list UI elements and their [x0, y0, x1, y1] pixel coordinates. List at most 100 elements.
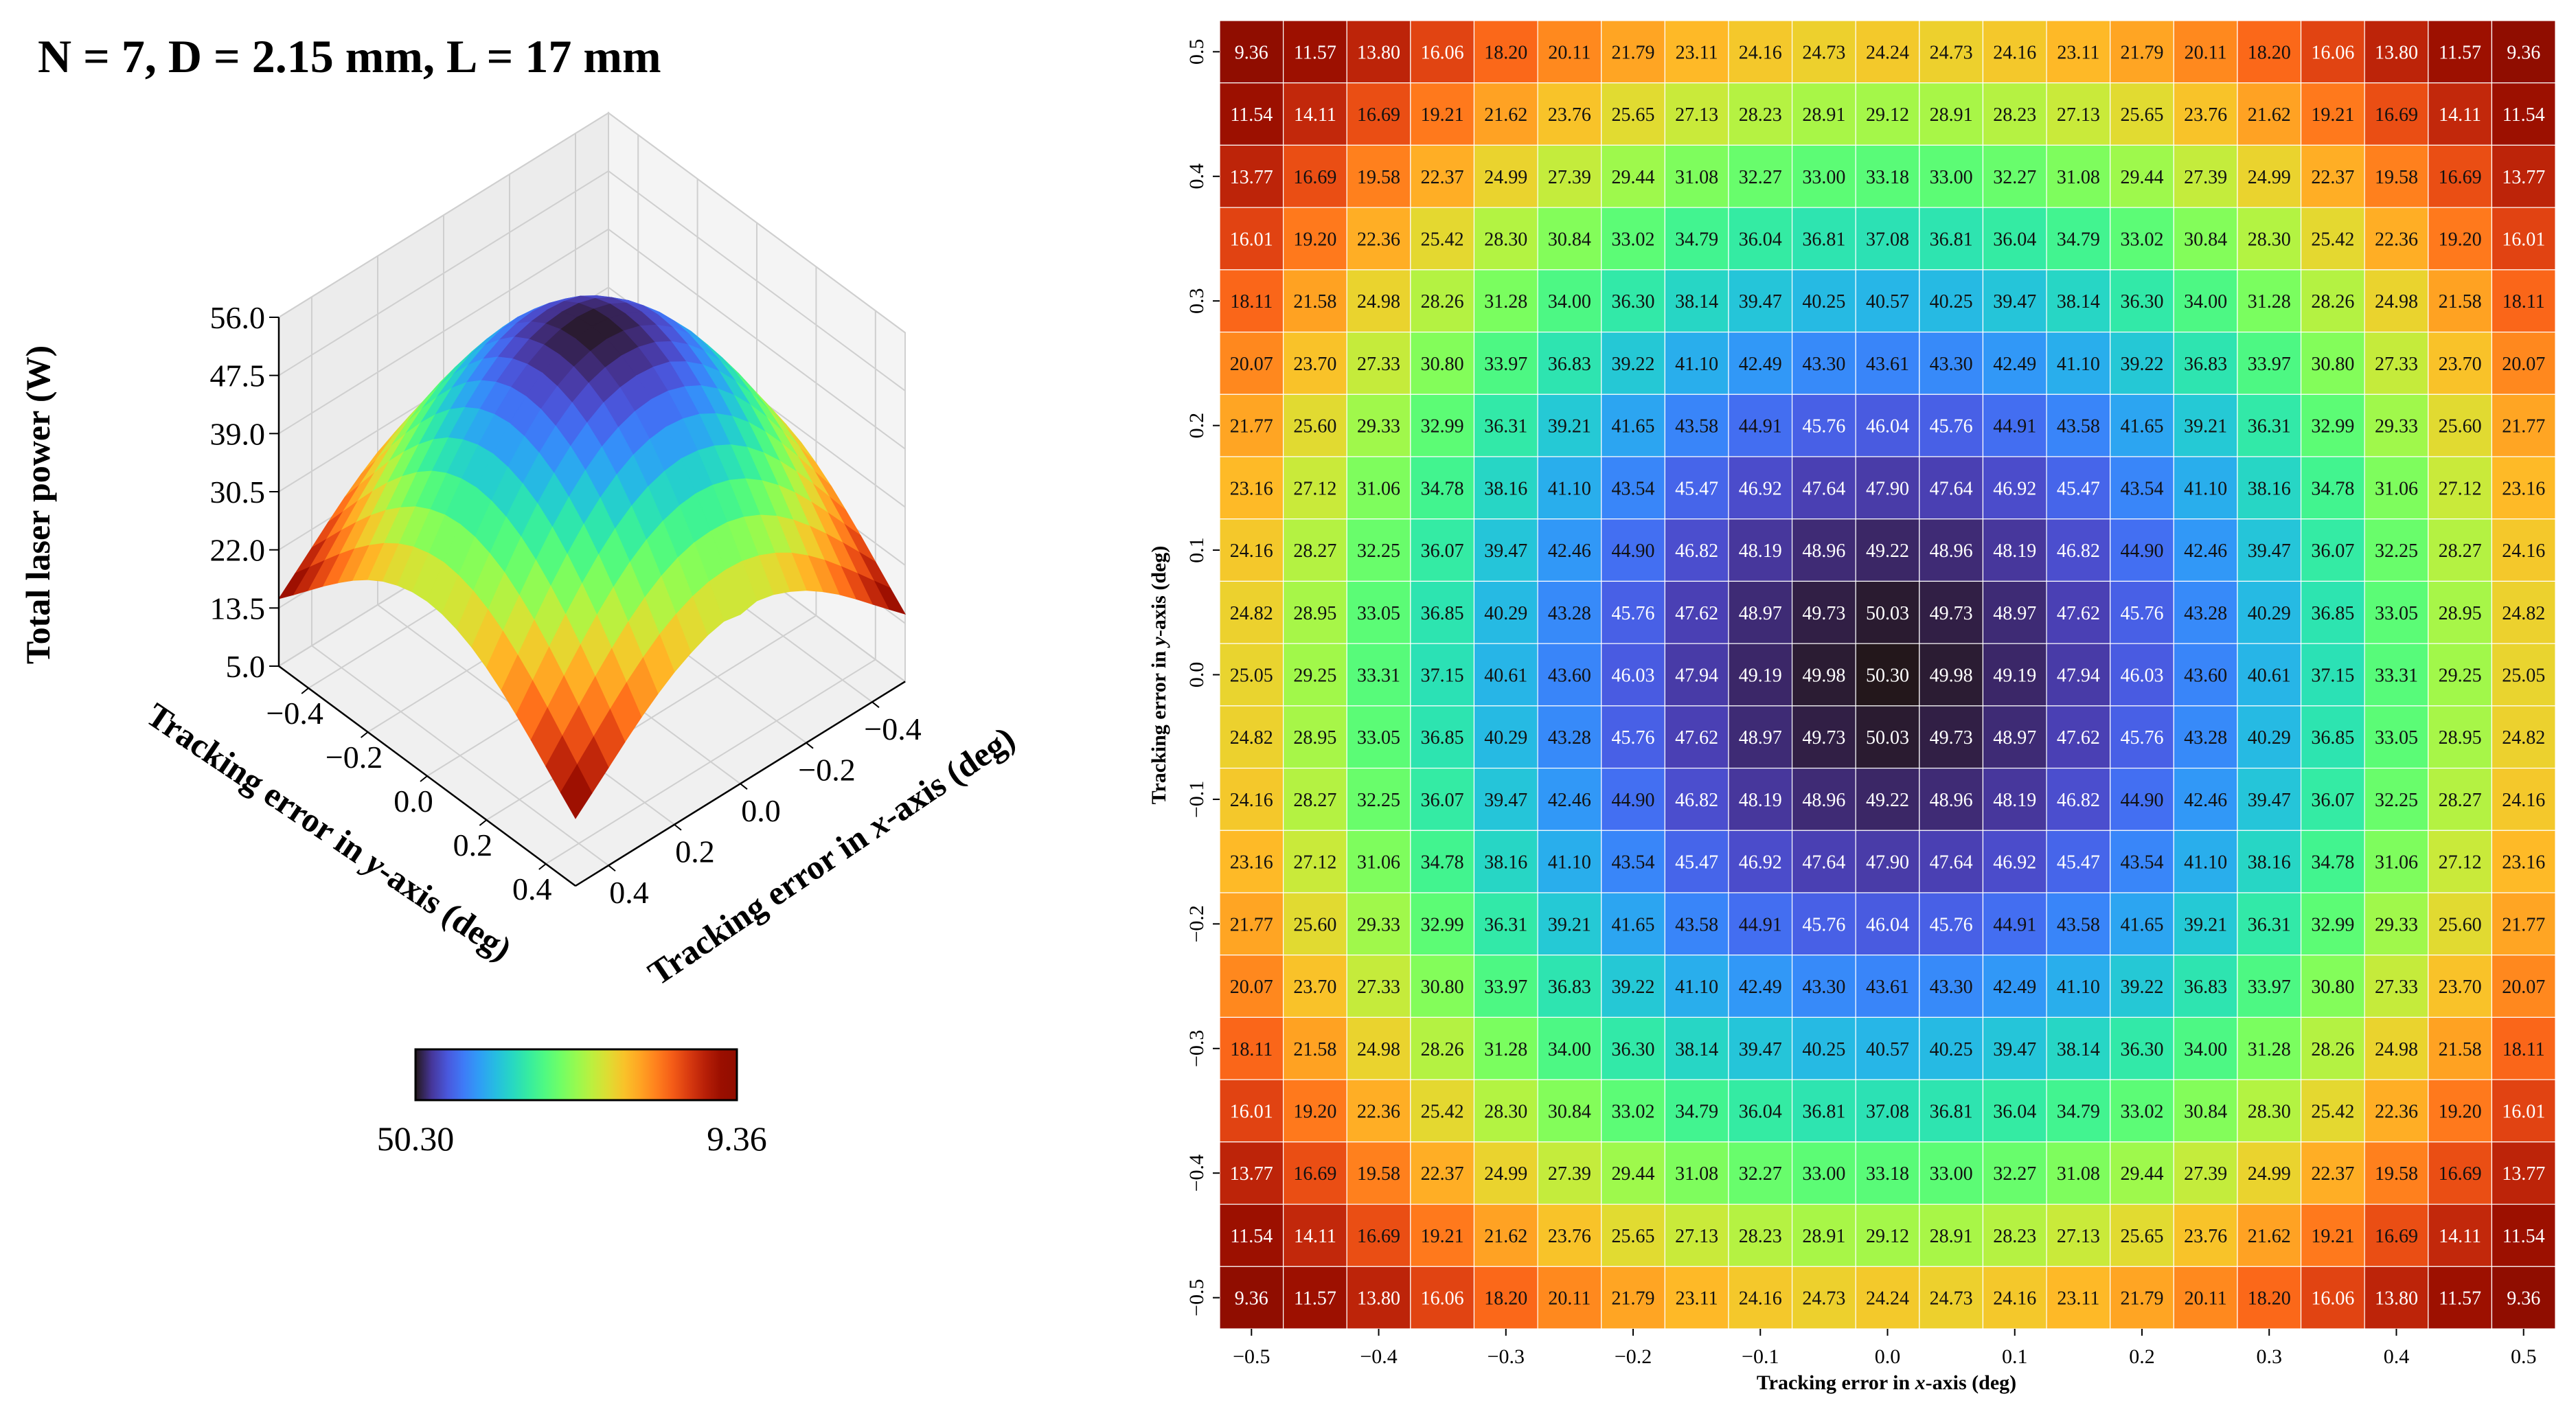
heatmap-cell-label: 16.69 — [1357, 1226, 1400, 1247]
heatmap-cell — [1537, 955, 1602, 1018]
heatmap-cell-label: 31.08 — [1675, 1163, 1718, 1185]
heatmap-cell-label: 31.08 — [2057, 1163, 2100, 1185]
heatmap-cell — [2046, 955, 2111, 1018]
heatmap-cell-label: 32.27 — [1993, 1163, 2036, 1185]
heatmap-cell — [1283, 643, 1347, 707]
heatmap-cell-label: 33.18 — [1866, 167, 1909, 188]
heatmap-cell — [1601, 767, 1665, 831]
heatmap-cell — [1410, 955, 1475, 1018]
surface-x-tick — [871, 701, 880, 708]
heatmap-cell — [2046, 767, 2111, 831]
surface-x-tick-label: 0.2 — [675, 834, 715, 869]
heatmap-cell — [2173, 955, 2238, 1018]
heatmap-cell-label: 13.80 — [2375, 1288, 2418, 1310]
heatmap-cell — [1791, 456, 1856, 520]
heatmap-cell-label: 32.99 — [2311, 416, 2354, 437]
heatmap-cell-label: 28.91 — [1802, 1226, 1845, 1247]
heatmap-cell-label: 27.33 — [1357, 354, 1400, 375]
heatmap-cell-label: 30.80 — [1421, 977, 1464, 998]
heatmap-cell — [1601, 456, 1665, 520]
heatmap-cell-label: 29.44 — [2120, 167, 2163, 188]
heatmap-cell — [1728, 331, 1793, 395]
heatmap-cell — [2491, 1016, 2556, 1080]
heatmap-cell — [2173, 580, 2238, 644]
heatmap-cell — [1791, 580, 1856, 644]
heatmap-cell — [1601, 1141, 1665, 1205]
heatmap-cell-label: 43.54 — [1612, 852, 1655, 874]
heatmap-cell-label: 31.08 — [1675, 167, 1718, 188]
heatmap-cell — [1982, 393, 2047, 457]
heatmap-cell-label: 41.10 — [2184, 478, 2227, 499]
heatmap-cell — [2110, 82, 2174, 146]
heatmap-cell-label: 21.58 — [2439, 1039, 2482, 1060]
heatmap-cell — [1219, 518, 1284, 582]
heatmap-cell-label: 36.07 — [1421, 540, 1464, 562]
heatmap-cell — [1346, 144, 1411, 208]
heatmap-cell — [2110, 955, 2174, 1018]
heatmap-cell — [2237, 830, 2302, 893]
heatmap-cell — [1537, 1079, 1602, 1143]
heatmap-cell — [1728, 269, 1793, 333]
heatmap-cell — [1664, 1266, 1729, 1330]
heatmap-cell-label: 36.83 — [1548, 354, 1591, 375]
heatmap-cell-label: 34.78 — [2311, 478, 2354, 499]
heatmap-cell — [1982, 331, 2047, 395]
heatmap-x-tick-label: 0.2 — [2129, 1345, 2155, 1368]
heatmap-y-tick-label: 0.0 — [1185, 662, 1208, 688]
surface-y-tick-label: 0.0 — [394, 784, 433, 819]
heatmap-cell-label: 45.76 — [1612, 603, 1655, 624]
heatmap-cell-label: 24.98 — [1357, 291, 1400, 312]
heatmap-cell — [1982, 830, 2047, 893]
heatmap-cell-label: 28.95 — [1293, 603, 1336, 624]
heatmap-cell-label: 19.58 — [2375, 1163, 2418, 1185]
heatmap-cell — [1283, 393, 1347, 457]
heatmap-cell-label: 33.00 — [1802, 167, 1845, 188]
heatmap-cell-label: 21.79 — [1612, 42, 1655, 63]
heatmap-x-tick-label: −0.3 — [1488, 1345, 1525, 1368]
heatmap-cell-label: 20.11 — [1548, 42, 1591, 63]
heatmap-y-tick-label: 0.4 — [1185, 163, 1208, 190]
heatmap-cell — [2300, 767, 2365, 831]
heatmap-cell — [2110, 892, 2174, 956]
heatmap-cell-label: 24.99 — [1484, 167, 1527, 188]
heatmap-cell — [2237, 892, 2302, 956]
heatmap-x-tick-label: 0.5 — [2511, 1345, 2537, 1368]
heatmap-cell-label: 16.69 — [1357, 104, 1400, 126]
heatmap-x-tick-label: −0.4 — [1360, 1345, 1397, 1368]
heatmap-cell — [1410, 1266, 1475, 1330]
heatmap-cell-label: 24.99 — [2248, 1163, 2291, 1185]
heatmap-cell-label: 38.14 — [1675, 291, 1718, 312]
heatmap-cell — [1728, 207, 1793, 271]
heatmap-cell-label: 33.00 — [1930, 167, 1973, 188]
heatmap-cell-label: 11.54 — [2503, 104, 2545, 126]
heatmap-cell-label: 31.06 — [1357, 852, 1400, 874]
heatmap-cell-label: 16.69 — [2439, 1163, 2482, 1185]
heatmap-cell — [2173, 1266, 2238, 1330]
heatmap-cell-label: 28.27 — [1293, 540, 1336, 562]
heatmap-cell-label: 36.31 — [2248, 914, 2291, 935]
heatmap-cell-label: 32.27 — [1739, 1163, 1782, 1185]
heatmap-cell — [1346, 331, 1411, 395]
surface-y-tick-label: −0.4 — [266, 696, 323, 731]
heatmap-cell — [1283, 705, 1347, 769]
heatmap-cell — [1410, 1079, 1475, 1143]
heatmap-cell-label: 18.20 — [2248, 42, 2291, 63]
heatmap-cell — [1791, 1203, 1856, 1267]
heatmap-cell — [1346, 518, 1411, 582]
heatmap-cell-label: 20.07 — [2502, 354, 2545, 375]
heatmap-cell-label: 48.19 — [1739, 790, 1782, 811]
heatmap-cell — [1919, 331, 1984, 395]
heatmap-cell-label: 41.10 — [1548, 478, 1591, 499]
heatmap-cell-label: 50.03 — [1866, 727, 1909, 749]
heatmap-cell-label: 45.47 — [2057, 852, 2100, 874]
heatmap-cell-label: 32.99 — [1421, 416, 1464, 437]
heatmap-cell — [1410, 643, 1475, 707]
heatmap-cell-label: 40.25 — [1802, 291, 1845, 312]
heatmap-cell-label: 21.58 — [1293, 1039, 1336, 1060]
heatmap-cell-label: 19.21 — [2311, 104, 2354, 126]
heatmap-cell-label: 33.97 — [2248, 977, 2291, 998]
heatmap-cell-label: 31.28 — [1484, 291, 1527, 312]
heatmap-cell — [1791, 144, 1856, 208]
heatmap-cell-label: 33.00 — [1930, 1163, 1973, 1185]
heatmap-cell — [2491, 393, 2556, 457]
